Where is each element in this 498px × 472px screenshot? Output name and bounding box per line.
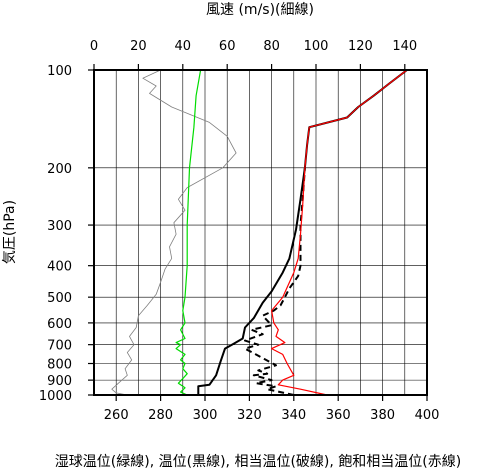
bottom-axis-tick-label: 260 (104, 408, 129, 423)
top-axis-tick-label: 60 (219, 39, 236, 54)
series-lines (111, 69, 408, 396)
equivalent-potential-temp-line (244, 167, 306, 396)
bottom-axis-title: 湿球温位(緑線), 温位(黒線), 相当温位(破線), 飽和相当温位(赤線) (55, 453, 461, 470)
bottom-axis-tick-label: 320 (237, 408, 262, 423)
wind-speed-line (111, 69, 237, 396)
bottom-axis-tick-label: 380 (370, 408, 395, 423)
saturated-equivalent-potential-temp-line (271, 69, 408, 396)
left-axis-tick-label: 600 (47, 317, 72, 332)
tick-marks (88, 64, 428, 401)
bottom-axis-tick-label: 300 (193, 408, 218, 423)
left-axis-tick-label: 700 (47, 339, 72, 354)
left-axis-tick-label: 1000 (39, 389, 72, 404)
plot-frame (93, 69, 428, 396)
left-axis-tick-label: 500 (47, 291, 72, 306)
grid-lines (94, 69, 427, 396)
top-axis-title: 風速 (m/s)(細線) (206, 2, 314, 18)
wet-bulb-potential-temp-line (175, 69, 202, 396)
left-axis-tick-label: 300 (47, 219, 72, 234)
top-axis-tick-label: 20 (130, 39, 147, 54)
bottom-axis-tick-label: 360 (326, 408, 351, 423)
left-axis-title: 気圧(hPa) (2, 200, 18, 264)
top-axis-tick-label: 120 (348, 39, 373, 54)
potential-temp-line (197, 69, 408, 395)
tick-labels: 260 280 300 320 340 360 380 400 0 20 40 60 80 100 120 1… (39, 39, 440, 423)
left-axis-tick-label: 800 (47, 358, 72, 373)
top-axis-tick-label: 100 (304, 39, 329, 54)
top-axis-tick-label: 0 (90, 39, 98, 54)
left-axis-tick-label: 900 (47, 374, 72, 389)
top-axis-tick-label: 40 (175, 39, 192, 54)
bottom-axis-tick-label: 280 (148, 408, 173, 423)
top-axis-tick-label: 140 (392, 39, 417, 54)
top-axis-tick-label: 80 (263, 39, 280, 54)
bottom-axis-tick-label: 340 (281, 408, 306, 423)
left-axis-tick-label: 400 (47, 260, 72, 275)
left-axis-tick-label: 200 (47, 162, 72, 177)
bottom-axis-tick-label: 400 (415, 408, 440, 423)
left-axis-tick-label: 100 (47, 64, 72, 79)
